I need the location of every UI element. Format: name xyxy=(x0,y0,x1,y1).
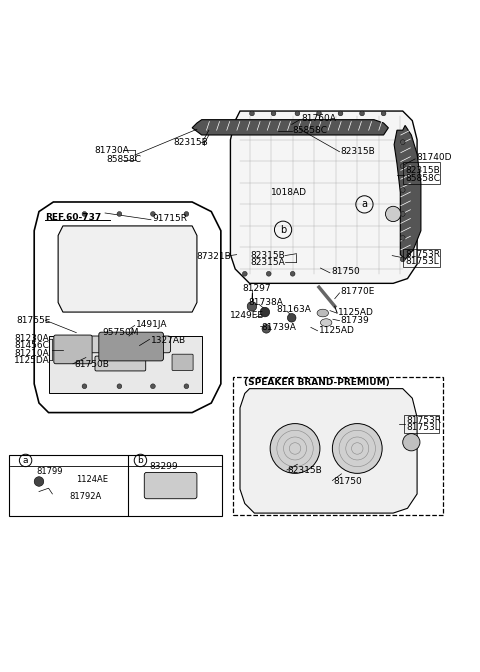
Text: 81750: 81750 xyxy=(331,267,360,276)
FancyBboxPatch shape xyxy=(54,335,92,364)
Text: 82315B: 82315B xyxy=(173,138,208,146)
Circle shape xyxy=(271,111,276,116)
Text: 95750M: 95750M xyxy=(103,328,139,337)
Circle shape xyxy=(82,212,87,216)
FancyBboxPatch shape xyxy=(144,472,197,499)
Circle shape xyxy=(400,164,405,169)
Circle shape xyxy=(400,235,405,241)
FancyBboxPatch shape xyxy=(95,356,146,371)
Text: 81163A: 81163A xyxy=(276,304,311,314)
Text: 81799: 81799 xyxy=(36,468,63,476)
Text: 1491JA: 1491JA xyxy=(136,320,167,329)
Circle shape xyxy=(151,384,156,388)
Text: 85858C: 85858C xyxy=(406,173,441,183)
Circle shape xyxy=(360,111,364,116)
Text: 81753L: 81753L xyxy=(406,257,439,266)
Text: (SPEAKER BRAND-PREMIUM): (SPEAKER BRAND-PREMIUM) xyxy=(244,378,390,387)
Circle shape xyxy=(400,140,405,144)
Polygon shape xyxy=(394,126,421,259)
Text: 82315B: 82315B xyxy=(251,251,285,260)
Text: 81750: 81750 xyxy=(333,477,362,486)
Text: a: a xyxy=(361,200,367,210)
Text: 1327AB: 1327AB xyxy=(151,336,186,345)
Text: 81750B: 81750B xyxy=(74,360,109,369)
Circle shape xyxy=(381,111,386,116)
Circle shape xyxy=(400,257,405,262)
Circle shape xyxy=(317,111,322,116)
Circle shape xyxy=(242,271,247,276)
Circle shape xyxy=(184,212,189,216)
Text: 81740D: 81740D xyxy=(416,153,452,163)
Text: 1249EE: 1249EE xyxy=(230,311,264,321)
FancyBboxPatch shape xyxy=(80,336,170,353)
Ellipse shape xyxy=(321,319,332,327)
Polygon shape xyxy=(230,111,417,284)
Text: 81739A: 81739A xyxy=(262,323,297,332)
Text: 83299: 83299 xyxy=(149,462,178,470)
Text: b: b xyxy=(280,224,286,235)
Text: 81738A: 81738A xyxy=(249,298,284,307)
Circle shape xyxy=(270,423,320,473)
Text: 82315B: 82315B xyxy=(406,167,440,175)
Circle shape xyxy=(385,206,401,222)
Text: 82315A: 82315A xyxy=(251,258,285,267)
Text: 81210A: 81210A xyxy=(14,349,49,358)
Polygon shape xyxy=(240,388,417,513)
Circle shape xyxy=(400,187,405,192)
Text: 91715R: 91715R xyxy=(152,214,187,223)
Circle shape xyxy=(151,212,156,216)
Text: 81755E: 81755E xyxy=(16,316,51,325)
Circle shape xyxy=(117,384,122,388)
Text: 81297: 81297 xyxy=(242,284,271,292)
Text: 81753R: 81753R xyxy=(406,250,441,259)
Text: 81753L: 81753L xyxy=(407,423,440,432)
Text: 85858C: 85858C xyxy=(293,126,328,134)
Text: 1125AD: 1125AD xyxy=(319,326,354,335)
Circle shape xyxy=(290,271,295,276)
FancyBboxPatch shape xyxy=(172,354,193,370)
Text: 1125AD: 1125AD xyxy=(337,308,373,317)
Text: 1018AD: 1018AD xyxy=(271,188,307,197)
Circle shape xyxy=(260,307,270,317)
Circle shape xyxy=(262,325,271,333)
Text: 1125DA: 1125DA xyxy=(14,356,50,365)
Text: REF.60-737: REF.60-737 xyxy=(45,213,101,222)
Circle shape xyxy=(82,384,87,388)
Circle shape xyxy=(338,111,343,116)
Text: 81760A: 81760A xyxy=(301,114,336,123)
Polygon shape xyxy=(48,336,202,393)
Text: 81792A: 81792A xyxy=(69,492,101,501)
Polygon shape xyxy=(192,120,388,135)
Circle shape xyxy=(332,423,382,473)
Text: 81730A: 81730A xyxy=(94,146,129,155)
Circle shape xyxy=(403,433,420,451)
Text: 81230A: 81230A xyxy=(14,335,49,343)
Text: 81739: 81739 xyxy=(340,317,369,325)
Ellipse shape xyxy=(317,309,328,317)
Text: 81753R: 81753R xyxy=(407,416,442,425)
Circle shape xyxy=(184,384,189,388)
Text: b: b xyxy=(138,456,144,465)
FancyBboxPatch shape xyxy=(99,332,163,361)
Text: a: a xyxy=(23,456,28,465)
Circle shape xyxy=(34,476,44,487)
Text: 1124AE: 1124AE xyxy=(76,475,108,484)
Text: 85858C: 85858C xyxy=(106,155,141,165)
Circle shape xyxy=(266,271,271,276)
Circle shape xyxy=(117,212,122,216)
Circle shape xyxy=(247,302,257,311)
Circle shape xyxy=(250,111,254,116)
Circle shape xyxy=(288,314,296,322)
Text: 81456C: 81456C xyxy=(14,341,49,350)
Text: 82315B: 82315B xyxy=(288,466,323,476)
Polygon shape xyxy=(58,226,197,312)
Text: 87321B: 87321B xyxy=(196,251,231,261)
Text: 82315B: 82315B xyxy=(340,147,375,156)
Text: 81770E: 81770E xyxy=(340,288,375,296)
Circle shape xyxy=(295,111,300,116)
Circle shape xyxy=(400,212,405,216)
